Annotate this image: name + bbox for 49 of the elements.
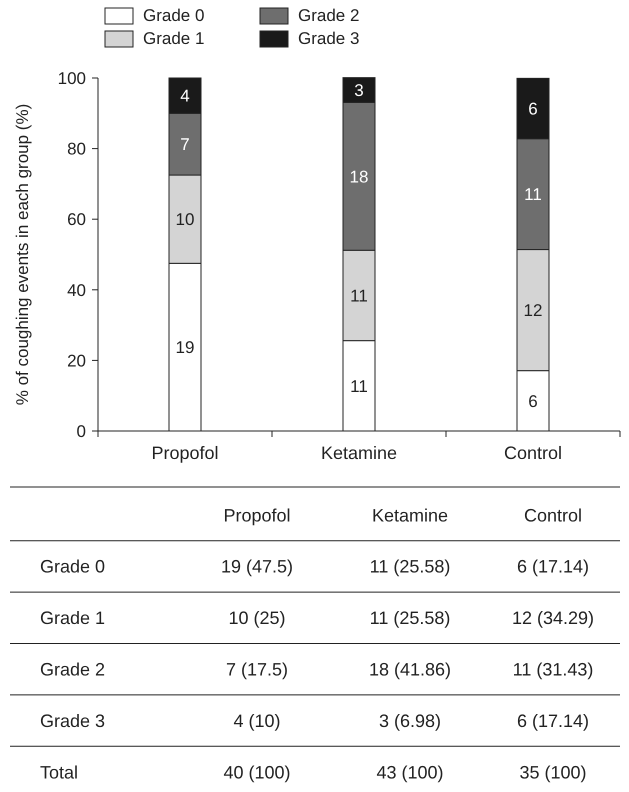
- text: 12 (34.29): [512, 608, 594, 628]
- annotation: 6: [528, 99, 538, 118]
- y-tick-label: 80: [67, 140, 86, 159]
- text: 35 (100): [519, 762, 587, 782]
- annotation: 10: [176, 210, 194, 230]
- text: 3 (6.98): [378, 710, 442, 731]
- text: 11 (31.43): [512, 660, 594, 680]
- annotation: 6: [528, 392, 538, 411]
- annotation: 19: [176, 338, 194, 358]
- y-tick-label: 100: [58, 68, 86, 88]
- annotation: 12: [524, 301, 542, 320]
- x-tick-label: Propofol: [151, 443, 219, 463]
- text: Total: [40, 762, 78, 782]
- category-label: Ketamine: [372, 505, 448, 526]
- y-axis-title: % of coughing events in each group (%): [13, 104, 32, 406]
- annotation: 7: [180, 135, 190, 154]
- text: Grade 0: [40, 556, 106, 577]
- category-label: Propofol: [223, 505, 291, 526]
- annotation: 4: [180, 86, 190, 106]
- text: 18 (41.86): [368, 660, 452, 680]
- text: 6 (17.14): [516, 710, 590, 731]
- text: 43 (100): [376, 762, 444, 782]
- annotation: 11: [524, 185, 542, 204]
- annotation: 11: [350, 286, 368, 306]
- legend-label: Grade 2: [298, 6, 360, 25]
- legend-label: Grade 1: [143, 29, 204, 48]
- text: 7 (17.5): [226, 660, 288, 680]
- legend-label: Grade 3: [298, 29, 360, 48]
- y-tick-label: 0: [76, 422, 86, 441]
- category-label: Control: [524, 505, 582, 526]
- text: Grade 2: [40, 660, 106, 680]
- text: 10 (25): [228, 608, 286, 628]
- annotation: 18: [350, 167, 368, 186]
- text: Grade 1: [40, 608, 106, 628]
- text: 11 (25.58): [370, 556, 450, 577]
- text: 4 (10): [233, 710, 281, 731]
- text: 11 (25.58): [370, 608, 450, 628]
- text: 19 (47.5): [220, 556, 294, 577]
- y-tick-label: 20: [67, 351, 86, 370]
- x-tick-label: Control: [504, 443, 562, 463]
- x-tick-label: Ketamine: [320, 443, 398, 463]
- legend-label: Grade 0: [143, 6, 204, 25]
- y-tick-label: 60: [67, 210, 86, 230]
- text: 40 (100): [223, 762, 291, 782]
- y-tick-label: 40: [67, 280, 86, 300]
- text: 6 (17.14): [516, 556, 590, 577]
- text: Grade 3: [40, 710, 106, 731]
- annotation: 11: [350, 376, 368, 396]
- annotation: 3: [354, 80, 364, 100]
